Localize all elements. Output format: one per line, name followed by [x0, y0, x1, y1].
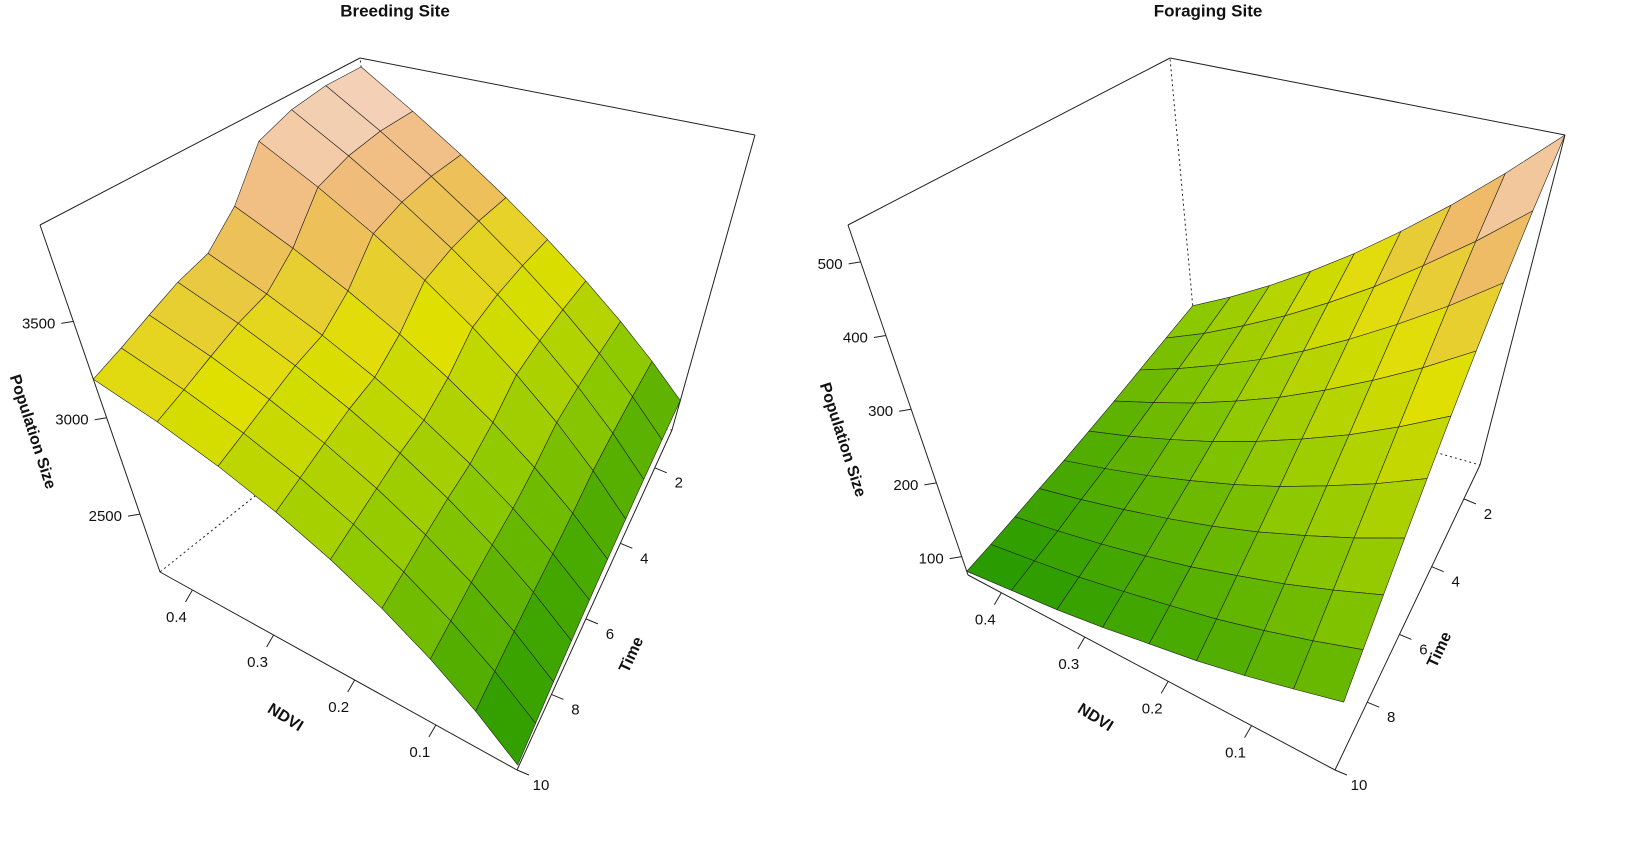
y-tick-label: 2 [675, 475, 683, 492]
box-edge [359, 57, 756, 136]
y-tick [1431, 566, 1444, 573]
y-tick-label: 10 [1351, 777, 1368, 794]
x-tick [993, 592, 1002, 605]
z-tick-label: 200 [893, 477, 918, 494]
box-edge [39, 57, 361, 226]
z-tick [848, 261, 861, 265]
z-tick [924, 482, 937, 486]
surface-facet [1293, 640, 1364, 703]
axis-label: NDVI [264, 700, 305, 735]
z-tick-label: 3500 [22, 315, 55, 332]
chart-title: Breeding Site [340, 1, 450, 20]
box-edge [1334, 464, 1481, 771]
y-tick [1367, 701, 1380, 708]
y-tick-label: 4 [640, 550, 648, 567]
y-tick [585, 618, 599, 625]
y-tick [620, 542, 633, 549]
surface-plot: Breeding Site Population Size NDVI Time 2500… [6, 1, 756, 794]
x-tick-label: 0.3 [1058, 656, 1079, 673]
box-edge [1479, 134, 1566, 466]
box-edge [847, 57, 1171, 226]
axis-label: NDVI [1074, 700, 1115, 735]
x-tick [347, 679, 356, 693]
y-tick [551, 693, 564, 700]
z-tick [899, 408, 912, 412]
y-tick-label: 6 [606, 626, 614, 643]
x-tick [266, 634, 275, 648]
y-tick [1334, 769, 1348, 776]
axis-label: Population Size [816, 381, 869, 500]
z-tick-label: 2500 [89, 508, 122, 525]
y-tick [1399, 633, 1412, 640]
chart-title: Foraging Site [1154, 1, 1263, 20]
z-tick [94, 417, 107, 421]
z-tick-label: 3000 [55, 412, 88, 429]
x-tick-label: 0.2 [1142, 700, 1163, 717]
box-edge [671, 134, 756, 431]
y-tick-label: 4 [1451, 574, 1459, 591]
z-tick [949, 556, 962, 560]
axis-label: Time [1424, 629, 1455, 670]
box-edge [1169, 57, 1566, 136]
y-tick [516, 769, 530, 776]
y-tick-label: 10 [533, 777, 550, 794]
z-tick [873, 335, 886, 339]
z-tick-label: 400 [843, 329, 868, 346]
x-tick-label: 0.1 [409, 744, 430, 761]
x-tick [1077, 636, 1086, 650]
box-edge [516, 429, 673, 771]
x-tick [185, 589, 193, 603]
box-edge [159, 571, 518, 771]
box-edge [847, 224, 969, 576]
box-edge [967, 574, 1336, 771]
surface-plot: Foraging Site Population Size NDVI Time 100 2… [816, 1, 1566, 794]
axis-label: Time [616, 634, 647, 675]
z-tick-label: 500 [818, 256, 843, 273]
z-tick-label: 300 [868, 403, 893, 420]
z-tick [61, 320, 74, 324]
x-tick [1160, 681, 1169, 694]
y-tick-label: 6 [1419, 641, 1427, 658]
x-tick [428, 724, 437, 738]
y-tick-label: 8 [571, 701, 579, 718]
x-tick-label: 0.3 [247, 654, 268, 671]
x-tick-label: 0.1 [1225, 745, 1246, 762]
y-tick [654, 467, 667, 474]
x-tick-label: 0.2 [328, 699, 349, 716]
z-tick-label: 100 [919, 551, 944, 568]
surface-facet [475, 671, 536, 766]
y-tick-label: 2 [1484, 506, 1492, 523]
y-tick [1463, 498, 1477, 505]
y-tick-label: 8 [1387, 709, 1395, 726]
z-tick [127, 513, 141, 517]
x-tick [1244, 725, 1253, 738]
x-tick-label: 0.4 [166, 609, 187, 626]
x-tick-label: 0.4 [975, 612, 996, 629]
axis-label: Population Size [6, 373, 59, 492]
